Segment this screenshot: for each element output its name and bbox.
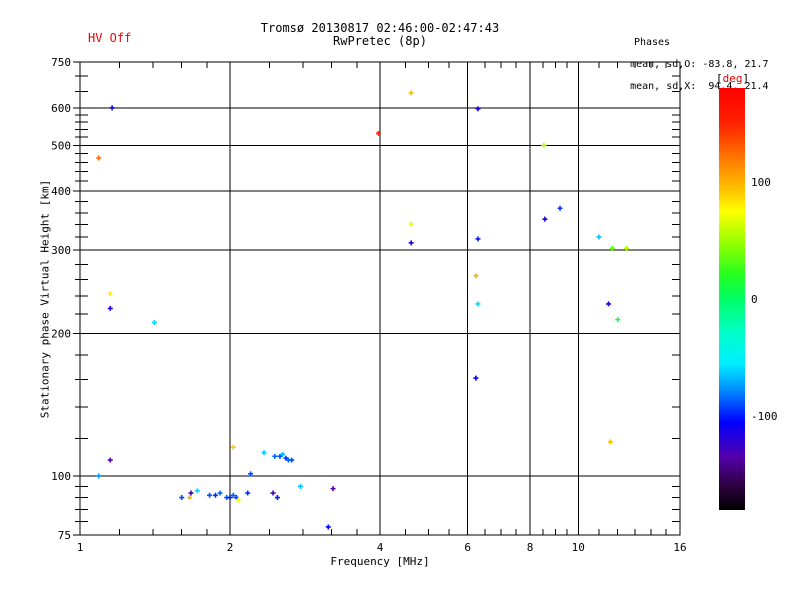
data-point-marker	[109, 105, 115, 111]
colorbar	[719, 88, 745, 510]
y-tick-label: 200	[51, 328, 71, 341]
data-point-marker	[541, 142, 547, 148]
phases-mean-x: mean, sd,X: 94.4, 21.4	[630, 81, 769, 92]
data-point-marker	[475, 236, 481, 242]
data-point-marker	[274, 495, 280, 501]
data-point-marker	[624, 245, 630, 251]
data-point-marker	[596, 234, 602, 240]
plot-subtitle: RwPretec (8p)	[333, 34, 427, 48]
data-point-marker	[179, 495, 185, 501]
x-tick-label: 4	[377, 541, 384, 554]
data-point-marker	[151, 320, 157, 326]
data-point-marker	[607, 439, 613, 445]
data-point-marker	[188, 490, 194, 496]
plot-title: Tromsø 20130817 02:46:00-02:47:43	[260, 21, 500, 35]
data-point-marker	[96, 473, 102, 479]
data-point-marker	[609, 245, 615, 251]
data-point-marker	[230, 492, 236, 498]
data-point-marker	[107, 305, 113, 311]
x-tick-label: 1	[77, 541, 84, 554]
data-point-marker	[277, 453, 283, 459]
data-point-marker	[408, 240, 414, 246]
data-point-marker	[473, 273, 479, 279]
colorbar-tick-label: -100	[751, 410, 778, 423]
colorbar-title-bracket-close: ]	[742, 72, 750, 85]
phases-mean-o: mean, sd,O: -83.8, 21.7	[630, 59, 769, 70]
data-point-marker	[235, 497, 241, 503]
data-point-marker	[280, 451, 286, 457]
hv-status-label: HV Off	[88, 31, 132, 45]
data-point-marker	[606, 301, 612, 307]
x-axis-label: Frequency [MHz]	[330, 555, 430, 568]
data-point-marker	[297, 483, 303, 489]
data-point-marker	[270, 490, 276, 496]
colorbar-title: [deg]	[716, 72, 749, 85]
x-tick-label: 2	[227, 541, 234, 554]
data-point-marker	[408, 90, 414, 96]
data-point-marker	[194, 488, 200, 494]
data-point-marker	[230, 444, 236, 450]
data-point-marker	[475, 106, 481, 112]
data-point-marker	[227, 495, 233, 501]
x-tick-label: 10	[572, 541, 585, 554]
phases-title: Phases	[633, 37, 671, 48]
data-point-marker	[248, 471, 254, 477]
data-point-marker	[473, 375, 479, 381]
colorbar-title-text: deg	[722, 72, 743, 85]
data-point-marker	[272, 453, 278, 459]
data-point-marker	[375, 130, 381, 136]
y-tick-label: 75	[58, 529, 71, 542]
data-point-marker	[408, 221, 414, 227]
colorbar-title-bracket-open: [	[716, 72, 723, 85]
data-point-marker	[289, 457, 295, 463]
data-point-marker	[212, 492, 218, 498]
colorbar-tick-label: 100	[751, 176, 771, 189]
y-tick-label: 750	[51, 56, 71, 69]
data-point-marker	[245, 490, 251, 496]
data-point-marker	[261, 450, 267, 456]
colorbar-tick-label: 0	[751, 293, 758, 306]
data-point-marker	[330, 486, 336, 492]
data-point-marker	[107, 457, 113, 463]
y-tick-label: 600	[51, 102, 71, 115]
data-point-marker	[557, 205, 563, 211]
data-point-marker	[96, 155, 102, 161]
x-tick-label: 6	[464, 541, 471, 554]
data-point-marker	[107, 291, 113, 297]
data-point-marker	[615, 317, 621, 323]
data-point-marker	[542, 216, 548, 222]
x-tick-label: 16	[673, 541, 686, 554]
y-tick-label: 400	[51, 185, 71, 198]
y-tick-label: 100	[51, 470, 71, 483]
data-point-marker	[187, 495, 193, 501]
data-point-marker	[207, 492, 213, 498]
data-point-marker	[217, 490, 223, 496]
y-tick-label: 500	[51, 139, 71, 152]
y-tick-label: 300	[51, 244, 71, 257]
x-tick-label: 8	[527, 541, 534, 554]
phases-stats-block: Phases mean, sd,O: -83.8, 21.7 mean, sd,…	[606, 15, 768, 103]
data-point-marker	[475, 301, 481, 307]
data-point-marker	[325, 524, 331, 530]
